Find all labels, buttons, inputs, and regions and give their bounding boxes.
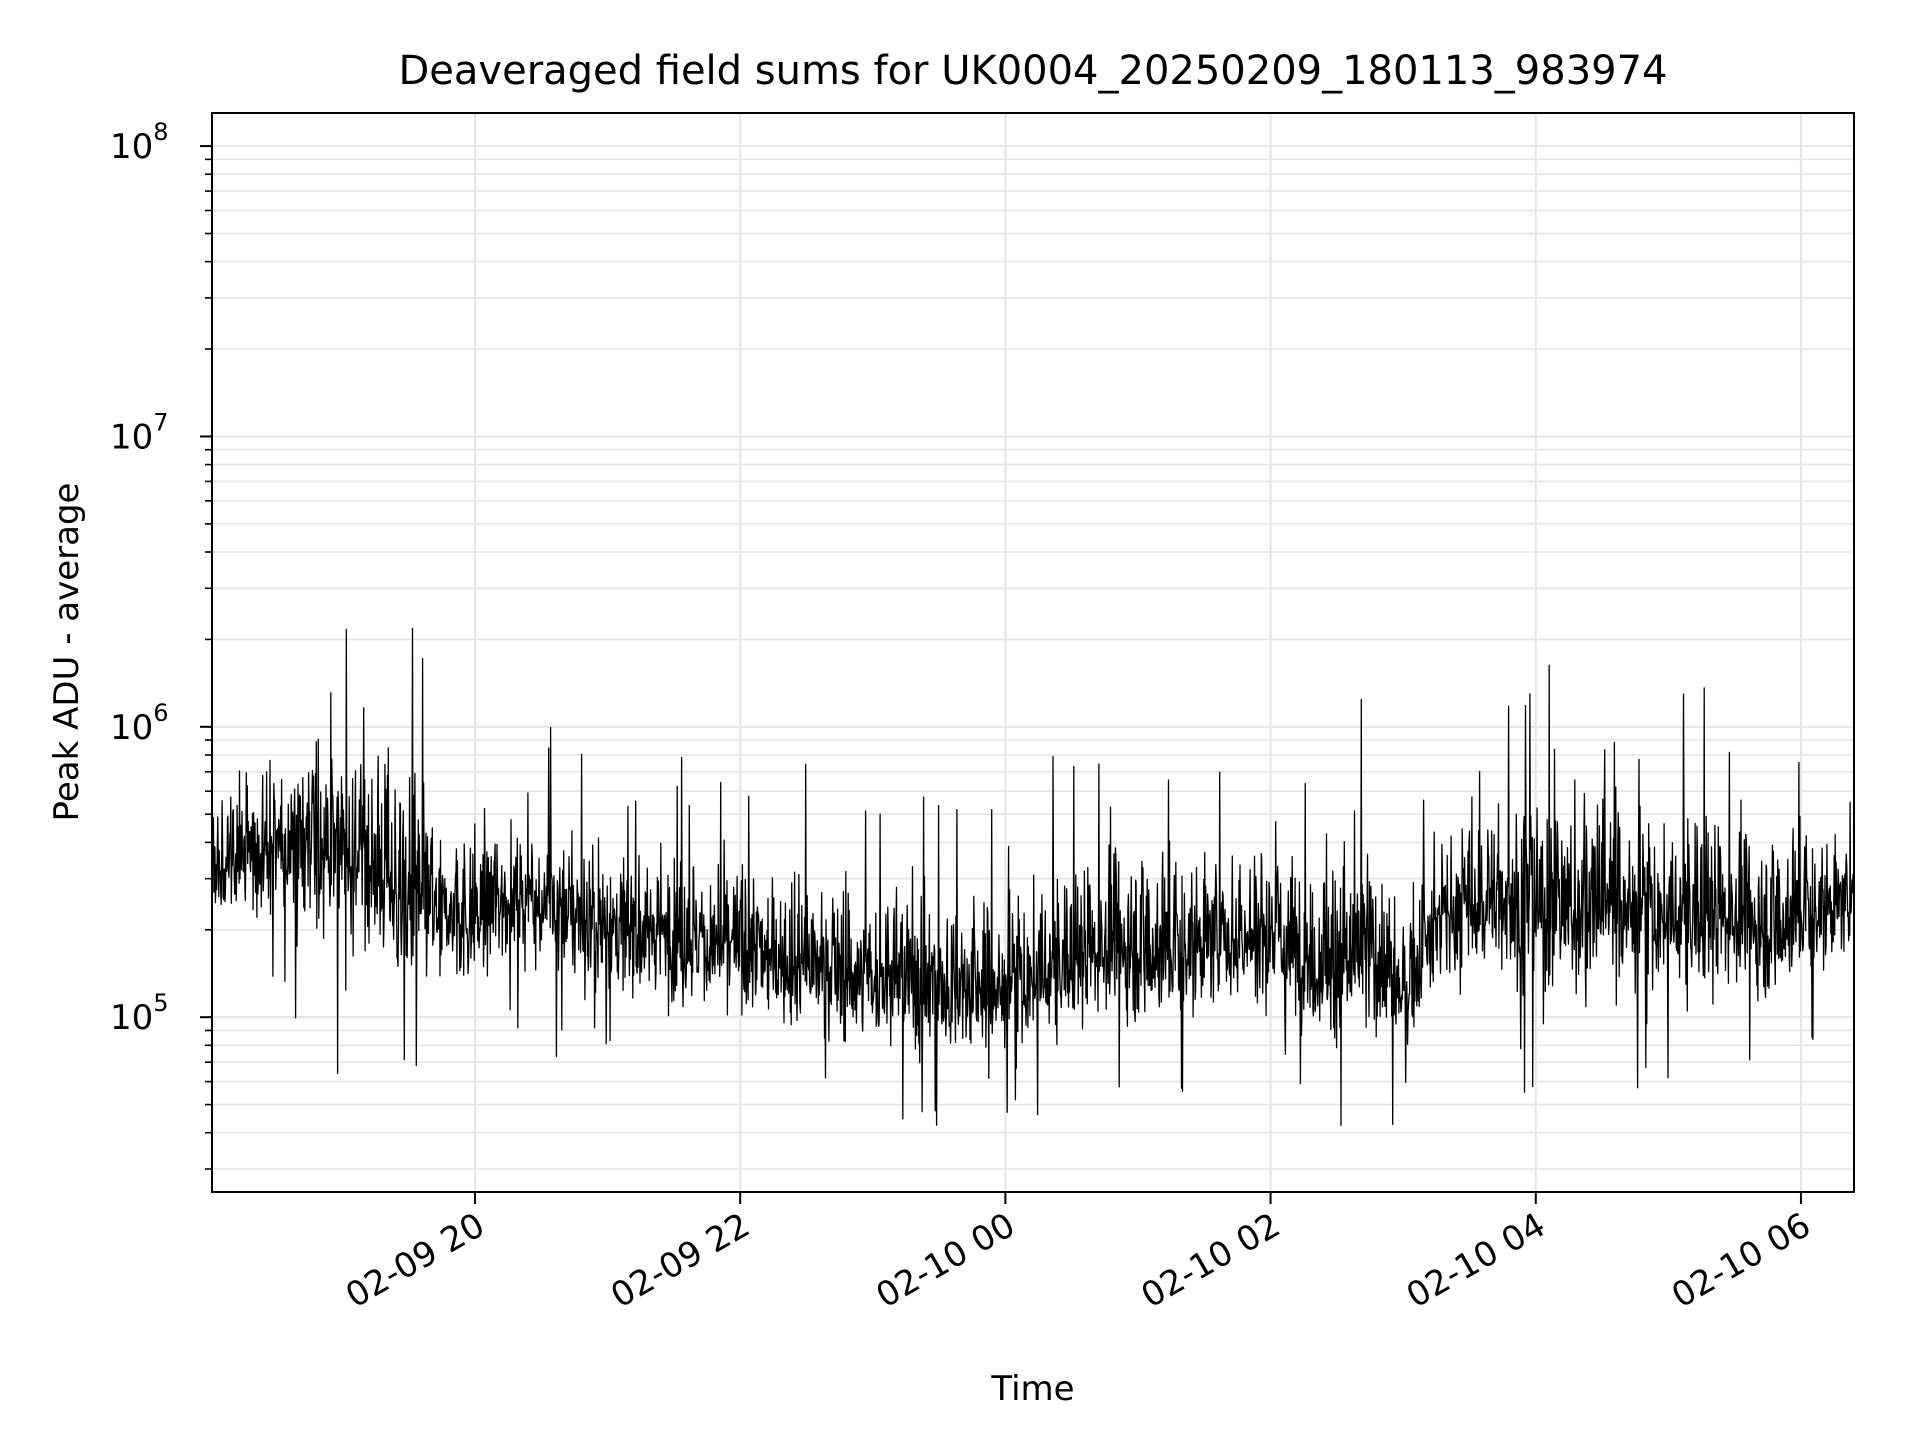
series-line-0 [212,627,1854,1127]
y-axis-label: Peak ADU - average [47,483,87,822]
plot-frame [211,112,1855,1193]
chart-title: Deaveraged field sums for UK0004_2025020… [398,48,1667,94]
x-axis-label: Time [990,1369,1074,1409]
data-area [212,627,1854,1127]
